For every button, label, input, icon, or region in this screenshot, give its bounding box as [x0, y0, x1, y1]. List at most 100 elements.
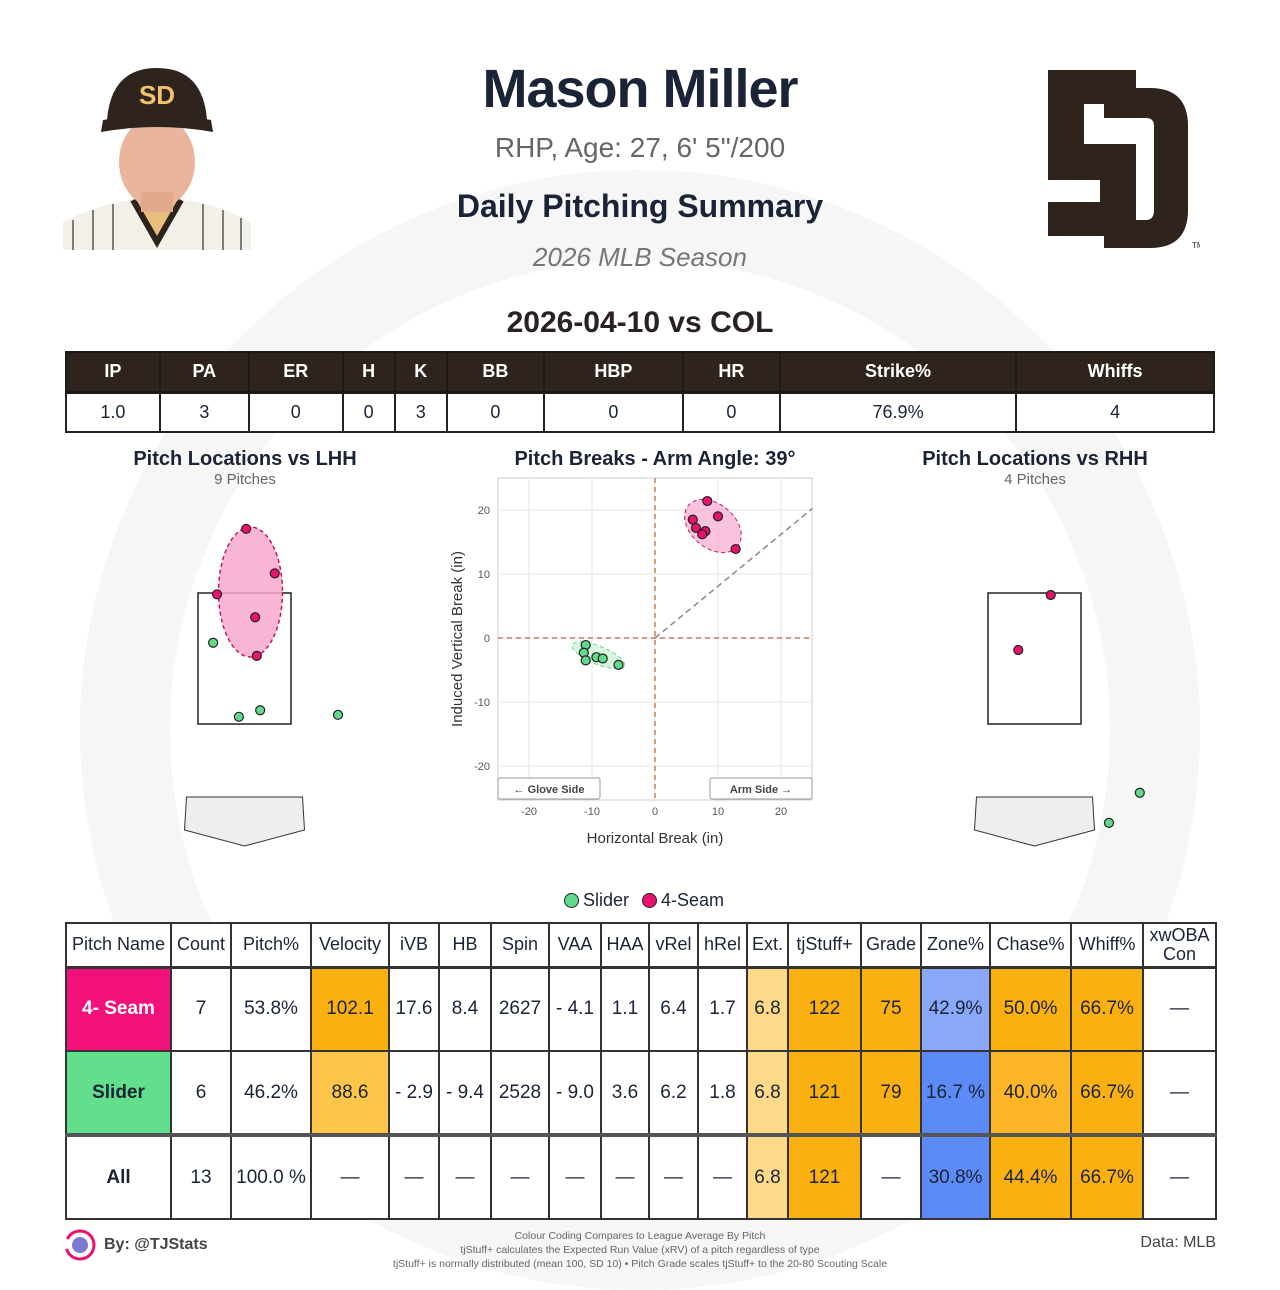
table-cell: — — [548, 1133, 602, 1220]
strike-zone — [987, 592, 1082, 725]
column-header: Pitch Name — [65, 922, 172, 969]
lhh-header: Pitch Locations vs LHH 9 Pitches — [100, 448, 390, 488]
table-cell: — — [860, 1133, 922, 1220]
table-cell: 50.0% — [989, 966, 1072, 1052]
fourseam-break-point — [697, 529, 708, 540]
game-stats-table: IP PA ER H K BB HBP HR Strike% Whiffs 1.0 3 0 0 3 0 0 0 76… — [65, 351, 1215, 433]
report-title: Daily Pitching Summary — [456, 188, 824, 224]
table-row: Slider 6 46.2% 88.6- 2.9- 9.4 2528- 9.0 3.6 6.… — [65, 1050, 1217, 1136]
table-cell: 13 — [170, 1133, 232, 1220]
glove-side-label-box — [497, 777, 601, 800]
column-header: HAA — [600, 922, 650, 969]
slider-pitch-point — [255, 705, 266, 716]
stat-value-er: 0 — [247, 391, 344, 433]
byline-text: By: @TJStats — [104, 1236, 208, 1253]
pitch-breaks-plot: -20 -10 0 10 20 -20 -10 0 10 20 ← Glove Side Arm Si… — [449, 477, 813, 847]
fourseam-pitch-point — [1045, 589, 1056, 601]
pitch-name-cell: All — [65, 1133, 172, 1220]
table-cell: 121 — [787, 1133, 862, 1220]
table-cell: — — [388, 1133, 440, 1220]
slider-legend-marker — [563, 893, 579, 908]
table-cell: - 2.9 — [388, 1050, 440, 1136]
stat-header-er: ER — [247, 351, 344, 394]
table-cell: 42.9% — [920, 966, 991, 1052]
lhh-title: Pitch Locations vs LHH — [133, 448, 357, 470]
stat-value-whiffs: 4 — [1015, 391, 1215, 433]
table-cell: 2528 — [490, 1050, 550, 1136]
column-header: HB — [438, 922, 492, 969]
slider-pitch-point — [332, 709, 344, 720]
column-header: Grade — [860, 922, 922, 969]
lhh-plot — [183, 523, 344, 847]
glove-side-label: ← Glove Side — [514, 784, 585, 796]
column-header: VAA — [548, 922, 602, 969]
stat-value-hr: 0 — [681, 391, 781, 433]
x-axis-label: Horizontal Break (in) — [587, 830, 724, 847]
y-axis-label: Induced Vertical Break (in) — [449, 551, 466, 727]
table-cell: — — [1142, 1133, 1217, 1220]
table-cell: 6.2 — [648, 1050, 699, 1136]
table-cell: 6.4 — [648, 966, 699, 1052]
column-header: Ext. — [746, 922, 789, 969]
x-tick-label: -20 — [521, 806, 537, 818]
svg-text:SD: SD — [139, 80, 175, 110]
y-tick-label: -10 — [474, 697, 490, 709]
table-cell: 6 — [170, 1050, 232, 1136]
fourseam-break-point — [690, 522, 702, 534]
slider-pitch-point — [1134, 787, 1145, 798]
stat-header-bb: BB — [445, 351, 545, 394]
arm-angle-line — [654, 507, 813, 639]
stat-header-hr: HR — [681, 351, 781, 394]
fourseam-break-point — [730, 543, 741, 555]
table-cell: — — [1142, 966, 1217, 1052]
player-name: Mason Miller — [482, 59, 798, 119]
stat-value-pa: 3 — [158, 391, 250, 433]
legend-slider: Slider — [582, 890, 629, 910]
byline: By: @TJStats — [64, 1229, 264, 1261]
trademark: TM — [1192, 241, 1200, 250]
footer-note: tjStuff+ is normally distributed (mean 1… — [392, 1258, 888, 1270]
table-cell: 6.8 — [746, 1133, 789, 1220]
column-header: Velocity — [310, 922, 390, 969]
stat-header-pa: PA — [158, 351, 250, 394]
slider-pitch-point — [1103, 817, 1115, 829]
breaks-title: Pitch Breaks - Arm Angle: 39° — [514, 448, 796, 470]
stat-value-strike-pct: 76.9% — [778, 391, 1018, 433]
table-cell: 46.2% — [230, 1050, 312, 1136]
stat-value-bb: 0 — [445, 391, 545, 433]
fourseam-break-point — [702, 495, 713, 507]
table-cell: 75 — [860, 966, 922, 1052]
stat-header-hbp: HBP — [542, 351, 684, 394]
fourseam-pitch-point — [211, 589, 223, 600]
x-tick-label: 0 — [652, 806, 658, 818]
table-cell: - 9.4 — [438, 1050, 492, 1136]
table-cell: — — [697, 1133, 748, 1220]
table-cell: — — [490, 1133, 550, 1220]
stat-value-k: 3 — [393, 391, 448, 433]
table-cell: - 9.0 — [548, 1050, 602, 1136]
table-cell: 17.6 — [388, 966, 440, 1052]
table-cell: 100.0 % — [230, 1133, 312, 1220]
column-header: Count — [170, 922, 232, 969]
table-cell: 66.7% — [1070, 966, 1144, 1052]
table-cell: 44.4% — [989, 1133, 1072, 1220]
table-cell: — — [310, 1133, 390, 1220]
rhh-plot — [973, 589, 1145, 847]
table-cell: — — [1142, 1050, 1217, 1136]
fourseam-break-point — [712, 511, 724, 522]
player-headshot: SD — [63, 62, 251, 250]
fourseam-pitch-point — [1013, 644, 1024, 656]
y-tick-label: -20 — [474, 761, 490, 773]
table-cell: 66.7% — [1070, 1133, 1144, 1220]
stat-value-hbp: 0 — [542, 391, 684, 433]
table-cell: 16.7 % — [920, 1050, 991, 1136]
column-header: Zone% — [920, 922, 991, 969]
stat-header-strike-pct: Strike% — [778, 351, 1018, 394]
rhh-header: Pitch Locations vs RHH 4 Pitches — [890, 448, 1180, 488]
table-cell: 30.8% — [920, 1133, 991, 1220]
table-cell: 79 — [860, 1050, 922, 1136]
table-cell: 8.4 — [438, 966, 492, 1052]
column-header: xwOBA Con — [1142, 922, 1217, 969]
x-tick-label: 10 — [712, 806, 724, 818]
